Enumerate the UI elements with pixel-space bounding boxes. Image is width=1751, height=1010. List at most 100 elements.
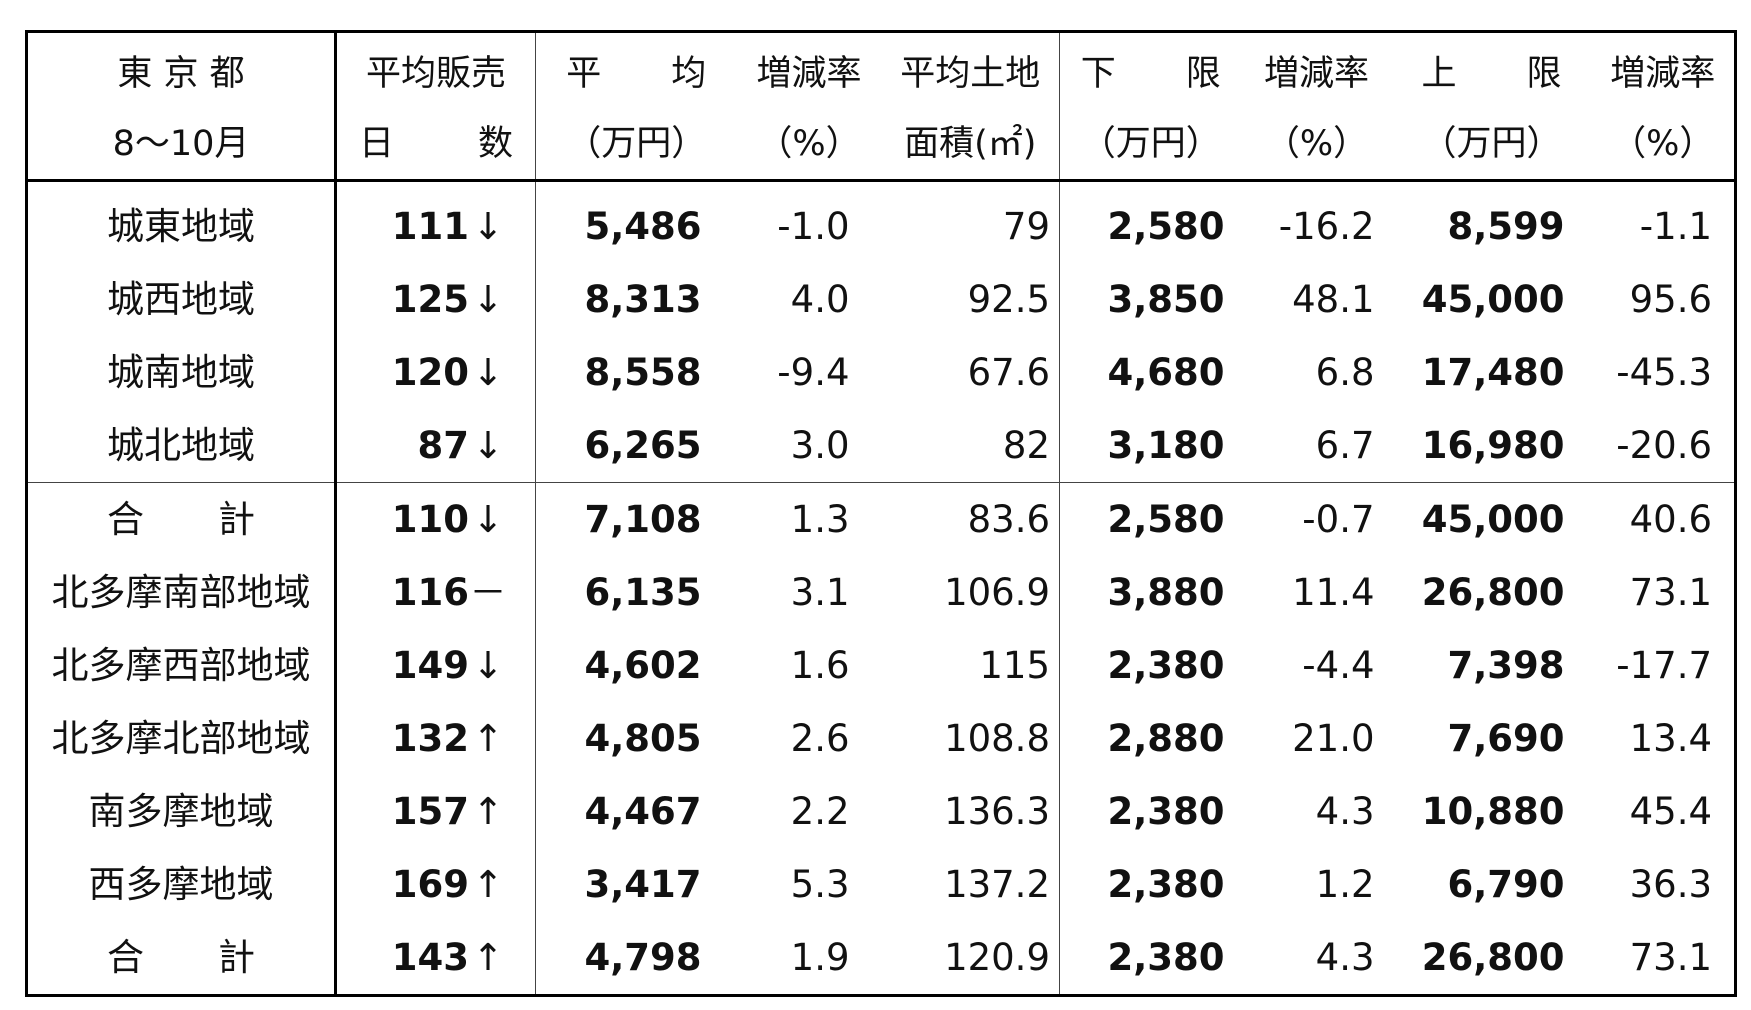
cell-avg: 4,467	[584, 790, 702, 833]
cell-days: 149↓	[335, 629, 536, 702]
column-header: （%）	[1241, 109, 1392, 182]
cell-land: 83.6	[881, 482, 1060, 556]
cell-avg-rate: -9.4	[777, 351, 850, 394]
cell-area: 南多摩地域	[26, 775, 337, 848]
cell-area: 北多摩北部地域	[26, 702, 337, 775]
column-header: 面積(㎡)	[881, 109, 1060, 182]
cell-land: 92.5	[881, 263, 1060, 336]
cell-low: 4,680	[1107, 351, 1225, 394]
cell-low-rate: 21.0	[1292, 717, 1375, 760]
cell-avg: 4,805	[584, 717, 702, 760]
cell-low-rate: 4.3	[1315, 936, 1375, 979]
column-header: （%）	[1591, 109, 1736, 182]
column-header: 8～10月	[26, 109, 337, 182]
cell-low: 2,880	[1107, 717, 1225, 760]
column-header: 東 京 都	[26, 31, 337, 109]
cell-low: 3,180	[1107, 424, 1225, 467]
days-value: 120	[391, 351, 469, 394]
table-row: 北多摩南部地域 116－ 6,135 3.1 106.9 3,880 11.4 26,800 7…	[26, 556, 1736, 629]
cell-area: 城南地域	[26, 336, 337, 409]
trend-arrow-icon: ↑	[472, 717, 504, 760]
trend-arrow-icon: ↓	[472, 278, 504, 321]
column-header: 増減率	[756, 53, 862, 94]
days-value: 132	[391, 717, 469, 760]
cell-high: 6,790	[1447, 863, 1565, 906]
cell-avg-rate: 1.9	[790, 936, 850, 979]
header-text: 数	[477, 123, 513, 164]
trend-arrow-icon: －	[469, 571, 507, 614]
cell-land: 136.3	[881, 775, 1060, 848]
cell-high-rate: 36.3	[1629, 863, 1712, 906]
cell-land: 115	[881, 629, 1060, 702]
cell-low-rate: -16.2	[1278, 205, 1375, 248]
cell-land: 108.8	[881, 702, 1060, 775]
column-header: 上 限	[1421, 53, 1562, 94]
days-value: 125	[391, 278, 469, 321]
trend-arrow-icon: ↓	[472, 424, 504, 467]
cell-days: 157↑	[335, 775, 536, 848]
column-header: 増減率	[1263, 53, 1369, 94]
cell-area: 北多摩南部地域	[26, 556, 337, 629]
cell-avg: 8,313	[584, 278, 702, 321]
cell-high: 7,398	[1447, 644, 1565, 687]
table-row: 城東地域 111↓ 5,486 -1.0 79 2,580 -16.2 8,599 -1.1	[26, 180, 1736, 263]
cell-avg-rate: 2.2	[790, 790, 850, 833]
cell-avg-rate: 5.3	[790, 863, 850, 906]
trend-arrow-icon: ↓	[472, 498, 504, 541]
cell-low: 2,580	[1107, 205, 1225, 248]
cell-land: 106.9	[881, 556, 1060, 629]
cell-avg-rate: 4.0	[790, 278, 850, 321]
cell-land: 137.2	[881, 848, 1060, 921]
cell-low-rate: 6.7	[1315, 424, 1375, 467]
cell-high: 16,980	[1421, 424, 1565, 467]
days-value: 116	[391, 571, 469, 614]
cell-days: 169↑	[335, 848, 536, 921]
cell-avg: 8,558	[584, 351, 702, 394]
table-row: 北多摩北部地域 132↑ 4,805 2.6 108.8 2,880 21.0 7,690 13…	[26, 702, 1736, 775]
trend-arrow-icon: ↑	[472, 790, 504, 833]
column-header: 平均販売	[335, 31, 536, 109]
cell-avg: 6,265	[584, 424, 702, 467]
table-row: 城西地域 125↓ 8,313 4.0 92.5 3,850 48.1 45,000 95.6	[26, 263, 1736, 336]
cell-high-rate: -17.7	[1616, 644, 1712, 687]
cell-days: 125↓	[335, 263, 536, 336]
cell-low-rate: -0.7	[1241, 482, 1392, 556]
cell-days: 111↓	[335, 180, 536, 263]
cell-avg-rate: -1.0	[777, 205, 850, 248]
cell-high: 45,000	[1421, 278, 1565, 321]
trend-arrow-icon: ↑	[472, 863, 504, 906]
column-header: 平 均	[566, 53, 707, 94]
cell-avg-rate: 1.6	[790, 644, 850, 687]
cell-high-rate: 40.6	[1591, 482, 1736, 556]
cell-low: 3,850	[1107, 278, 1225, 321]
column-header: （万円）	[535, 109, 737, 182]
table-row: 南多摩地域 157↑ 4,467 2.2 136.3 2,380 4.3 10,880 45.4	[26, 775, 1736, 848]
cell-high-rate: 73.1	[1629, 571, 1712, 614]
cell-high: 7,690	[1447, 717, 1565, 760]
cell-high-rate: -45.3	[1616, 351, 1712, 394]
column-header: （万円）	[1391, 109, 1592, 182]
tokyo-price-table: 東 京 都平均販売平 均増減率 平均土地下 限増減率上 限増減率 8～10月日数（万…	[25, 30, 1737, 997]
cell-land: 79	[881, 180, 1060, 263]
cell-low-rate: 1.2	[1315, 863, 1375, 906]
header-row: 東 京 都平均販売平 均増減率 平均土地下 限増減率上 限増減率	[26, 31, 1736, 109]
cell-low-rate: 11.4	[1292, 571, 1375, 614]
days-value: 157	[391, 790, 469, 833]
column-header: （万円）	[1059, 109, 1242, 182]
cell-high: 45,000	[1391, 482, 1592, 556]
cell-high: 17,480	[1421, 351, 1565, 394]
cell-area: 合 計	[26, 482, 337, 556]
cell-high-rate: 73.1	[1629, 936, 1712, 979]
cell-high-rate: 95.6	[1629, 278, 1712, 321]
days-value: 110	[391, 498, 469, 541]
cell-land: 67.6	[881, 336, 1060, 409]
cell-high-rate: -1.1	[1639, 205, 1712, 248]
cell-avg-rate: 1.3	[736, 482, 882, 556]
cell-high-rate: 45.4	[1629, 790, 1712, 833]
table-row: 北多摩西部地域 149↓ 4,602 1.6 115 2,380 -4.4 7,398 -17.…	[26, 629, 1736, 702]
cell-high: 26,800	[1421, 571, 1565, 614]
table-row: 合 計 143↑ 4,798 1.9 120.9 2,380 4.3 26,800 73.1	[26, 921, 1736, 996]
days-value: 87	[417, 424, 470, 467]
table-row: 城南地域 120↓ 8,558 -9.4 67.6 4,680 6.8 17,480 -45.3	[26, 336, 1736, 409]
cell-days: 143↑	[335, 921, 536, 996]
